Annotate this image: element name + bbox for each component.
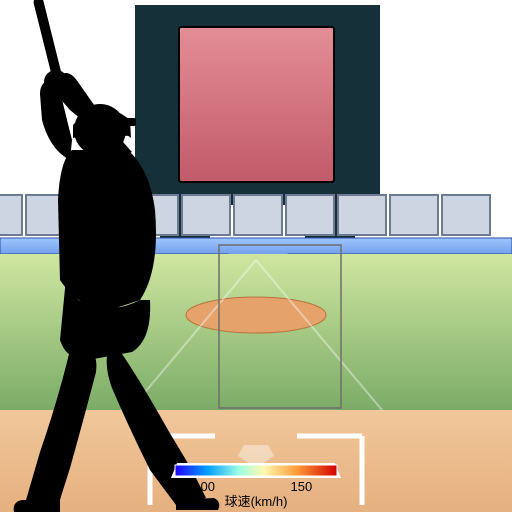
svg-text:100: 100 bbox=[193, 479, 215, 494]
pitch-location-chart: 100 150球速(km/h) bbox=[0, 0, 512, 512]
legend-label: 球速(km/h) bbox=[225, 494, 288, 509]
svg-text:150: 150 bbox=[291, 479, 313, 494]
